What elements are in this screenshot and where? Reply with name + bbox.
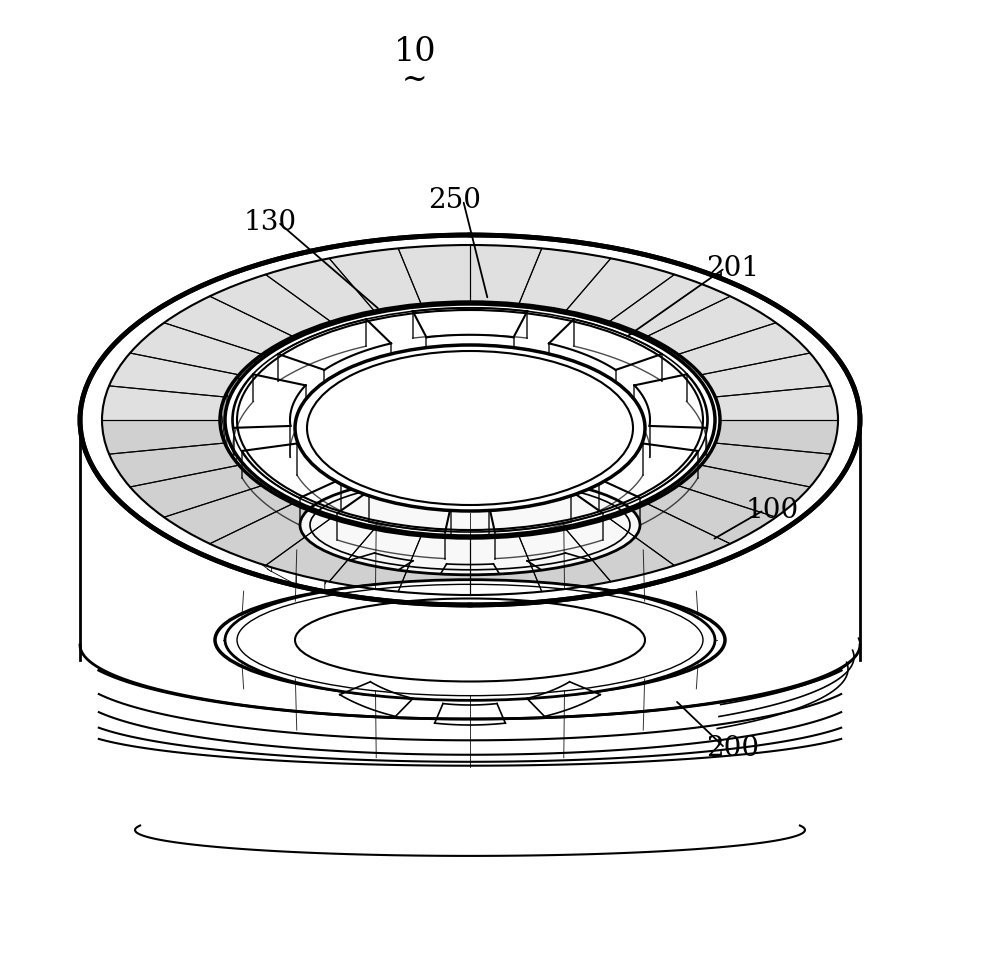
Polygon shape bbox=[292, 516, 325, 596]
Polygon shape bbox=[80, 235, 860, 743]
Polygon shape bbox=[362, 314, 403, 393]
Polygon shape bbox=[220, 428, 222, 507]
Text: 100: 100 bbox=[745, 497, 799, 523]
Polygon shape bbox=[276, 346, 306, 426]
Polygon shape bbox=[102, 245, 838, 420]
Polygon shape bbox=[220, 406, 222, 487]
Ellipse shape bbox=[225, 304, 715, 536]
Ellipse shape bbox=[215, 581, 725, 699]
Polygon shape bbox=[238, 357, 258, 437]
Polygon shape bbox=[301, 320, 336, 400]
Polygon shape bbox=[234, 459, 251, 539]
Text: ~: ~ bbox=[402, 64, 428, 95]
Ellipse shape bbox=[295, 345, 645, 511]
Text: 250: 250 bbox=[428, 186, 482, 213]
Polygon shape bbox=[255, 360, 280, 440]
Polygon shape bbox=[320, 525, 357, 605]
Ellipse shape bbox=[80, 235, 860, 605]
Polygon shape bbox=[221, 410, 229, 490]
Polygon shape bbox=[320, 514, 357, 594]
Polygon shape bbox=[276, 331, 306, 411]
Polygon shape bbox=[220, 444, 225, 525]
Polygon shape bbox=[221, 390, 229, 469]
Ellipse shape bbox=[300, 475, 640, 575]
Polygon shape bbox=[224, 462, 236, 542]
Polygon shape bbox=[268, 505, 296, 584]
Polygon shape bbox=[362, 306, 403, 387]
Text: 200: 200 bbox=[706, 734, 760, 762]
Polygon shape bbox=[301, 333, 336, 413]
Polygon shape bbox=[234, 477, 251, 557]
Polygon shape bbox=[227, 373, 241, 453]
Polygon shape bbox=[433, 303, 477, 384]
Polygon shape bbox=[292, 503, 325, 582]
Polygon shape bbox=[433, 302, 477, 382]
Polygon shape bbox=[227, 393, 241, 472]
Ellipse shape bbox=[295, 598, 645, 682]
Polygon shape bbox=[330, 322, 368, 402]
Polygon shape bbox=[248, 474, 272, 554]
Text: 130: 130 bbox=[243, 208, 297, 236]
Polygon shape bbox=[238, 376, 258, 456]
Polygon shape bbox=[224, 441, 236, 521]
Polygon shape bbox=[248, 492, 272, 572]
Polygon shape bbox=[255, 344, 280, 424]
Polygon shape bbox=[220, 424, 225, 505]
Polygon shape bbox=[397, 307, 440, 387]
Polygon shape bbox=[330, 313, 368, 393]
Polygon shape bbox=[268, 489, 296, 570]
Text: 10: 10 bbox=[394, 36, 436, 68]
Text: 201: 201 bbox=[706, 254, 760, 281]
Ellipse shape bbox=[225, 580, 715, 700]
Polygon shape bbox=[102, 420, 838, 595]
Polygon shape bbox=[397, 303, 440, 383]
Polygon shape bbox=[75, 645, 865, 850]
